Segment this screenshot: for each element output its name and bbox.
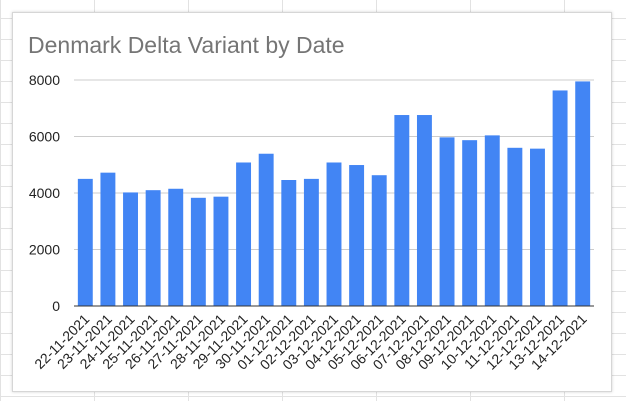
y-tick-label: 8000 [29,72,60,88]
x-tick-labels: 22-11-202123-11-202124-11-202125-11-2021… [31,311,590,373]
bar-10-12-2021[interactable] [484,135,500,306]
bar-04-12-2021[interactable] [349,165,365,306]
bar-07-12-2021[interactable] [416,115,432,306]
bar-30-11-2021[interactable] [258,153,274,306]
bar-14-12-2021[interactable] [575,81,591,306]
y-tick-label: 6000 [29,129,60,145]
bar-26-11-2021[interactable] [168,188,184,306]
bar-02-12-2021[interactable] [303,178,319,306]
bar-25-11-2021[interactable] [145,190,161,306]
y-tick-labels: 0 2000 4000 6000 8000 [29,72,60,314]
bar-24-11-2021[interactable] [123,192,138,306]
bar-01-12-2021[interactable] [281,180,297,306]
chart-card[interactable]: Denmark Delta Variant by Date 0 2000 4000 6… [12,12,612,392]
bar-23-11-2021[interactable] [100,172,116,306]
bar-27-11-2021[interactable] [190,197,206,306]
bar-chart-plot: 0 2000 4000 6000 8000 22-11-202123-11-202124… [29,72,594,373]
bar-28-11-2021[interactable] [213,196,229,306]
bar-11-12-2021[interactable] [507,147,523,306]
bars [77,81,591,306]
y-tick-label: 0 [52,298,60,314]
bar-05-12-2021[interactable] [371,175,387,306]
bar-22-11-2021[interactable] [77,178,93,306]
bar-12-12-2021[interactable] [530,148,545,306]
bar-13-12-2021[interactable] [552,90,568,306]
chart-title: Denmark Delta Variant by Date [28,32,345,58]
bar-08-12-2021[interactable] [439,137,455,306]
y-tick-label: 4000 [29,185,60,201]
y-tick-label: 2000 [29,242,60,258]
bar-29-11-2021[interactable] [236,162,252,306]
bar-09-12-2021[interactable] [462,140,478,306]
bar-06-12-2021[interactable] [394,115,410,306]
bar-03-12-2021[interactable] [326,162,342,306]
gridlines [74,79,594,250]
